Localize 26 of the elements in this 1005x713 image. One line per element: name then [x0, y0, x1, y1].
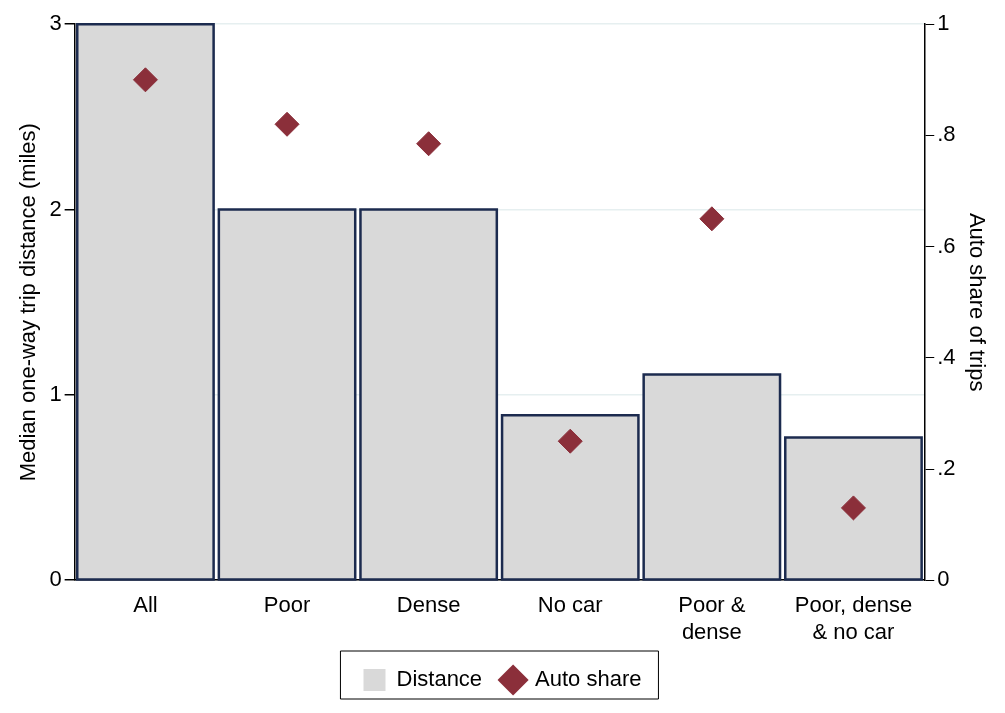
point	[132, 67, 158, 93]
y-tick-label: 3	[49, 10, 62, 36]
y2-tick-label: .8	[937, 121, 956, 147]
y2-tick-label: .4	[937, 343, 956, 369]
y2-tick-label: 1	[937, 10, 950, 36]
point	[416, 131, 442, 157]
point	[557, 428, 583, 454]
y2-axis-title: Auto share of trips	[964, 212, 990, 392]
x-tick-label: Dense	[396, 592, 461, 618]
x-tick-label: Poor, dense & no car	[794, 592, 913, 644]
legend-label: Auto share	[535, 666, 642, 692]
y-tick-label: 2	[49, 195, 62, 221]
point	[274, 111, 300, 137]
x-tick-label: No car	[537, 592, 603, 618]
y-tick-label: 1	[49, 380, 62, 406]
y2-tick-label: 0	[937, 566, 950, 592]
y2-tick-label: .6	[937, 232, 956, 258]
y-tick-label: 0	[49, 566, 62, 592]
legend-label: Distance	[396, 666, 483, 692]
point	[699, 206, 725, 232]
x-tick-label: Poor	[263, 592, 311, 618]
y2-tick-label: .2	[937, 455, 956, 481]
point	[840, 495, 866, 521]
x-tick-label: All	[133, 592, 158, 618]
x-tick-label: Poor & dense	[678, 592, 746, 644]
y-axis-title: Median one-way trip distance (miles)	[15, 123, 41, 482]
